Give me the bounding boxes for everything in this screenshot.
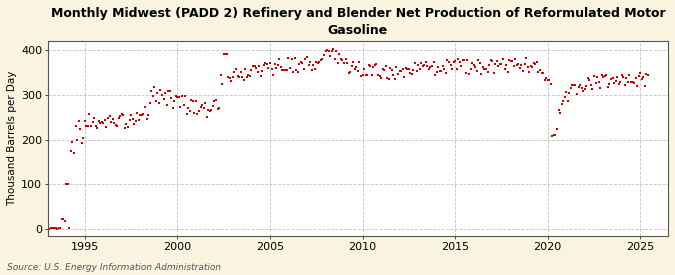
Title: Monthly Midwest (PADD 2) Refinery and Blender Net Production of Reformulated Mot: Monthly Midwest (PADD 2) Refinery and Bl… [51, 7, 666, 37]
Text: Source: U.S. Energy Information Administration: Source: U.S. Energy Information Administ… [7, 263, 221, 272]
Y-axis label: Thousand Barrels per Day: Thousand Barrels per Day [7, 71, 17, 206]
